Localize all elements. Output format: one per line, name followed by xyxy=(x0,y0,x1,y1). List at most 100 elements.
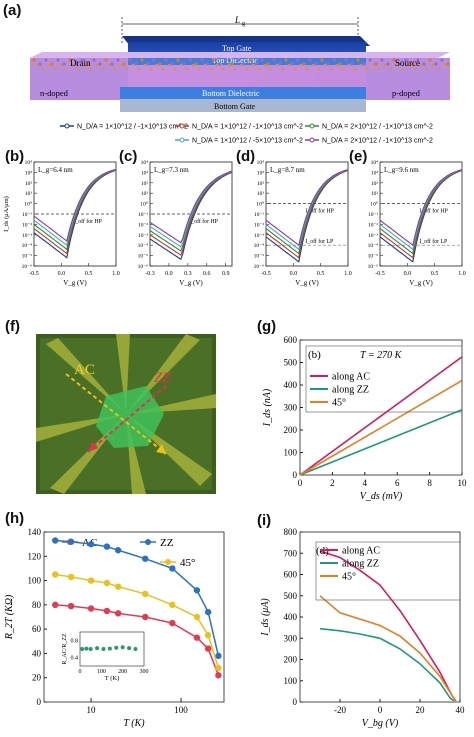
atom xyxy=(233,67,237,71)
drain-label: Drain xyxy=(70,58,91,68)
atom xyxy=(269,67,273,71)
atom xyxy=(131,63,135,67)
atom xyxy=(425,67,429,71)
atom xyxy=(338,62,342,66)
atom xyxy=(293,67,297,71)
series-point xyxy=(103,579,111,587)
atom xyxy=(146,62,150,66)
atom xyxy=(278,62,282,66)
atom xyxy=(254,62,258,66)
atom xyxy=(419,63,423,67)
atom xyxy=(206,62,210,66)
y-tick-label: 10⁰ xyxy=(370,201,379,208)
atom xyxy=(341,67,345,71)
atom xyxy=(311,63,315,67)
atom xyxy=(221,67,225,71)
atom xyxy=(92,58,96,62)
atom xyxy=(368,58,372,62)
atom xyxy=(365,67,369,71)
legend-a: N_D/A = 1×10^12 / -1×10^13 cm^-2 N_D/A = … xyxy=(60,123,433,145)
x-tick-label: 0 xyxy=(378,705,383,715)
atom xyxy=(410,62,414,66)
inset-x-tick-label: 0 xyxy=(79,669,82,675)
series-point xyxy=(193,613,201,621)
atom xyxy=(380,58,384,62)
series-point xyxy=(67,538,75,545)
y-tick-label: 10⁻¹ xyxy=(368,212,378,218)
ioff-lp-label: I_off for LP xyxy=(305,238,333,245)
atom xyxy=(182,62,186,66)
transfer-panel-c: L_g=7.3 nm 10⁻⁶ 10⁻⁵ 10⁻⁴ 10⁻³ 10⁻² 10⁻¹ 10⁰ 10¹… xyxy=(138,160,233,287)
atom xyxy=(203,63,207,67)
series-point xyxy=(87,540,95,548)
y-axis-label: I_ds (μA) xyxy=(260,598,271,637)
atom xyxy=(134,62,138,66)
x-axis-label: V_g (V) xyxy=(295,279,319,287)
series-line xyxy=(319,627,455,702)
temperature-label: T = 270 K xyxy=(360,350,403,361)
atom xyxy=(119,63,123,67)
legend-marker xyxy=(165,559,171,565)
atom xyxy=(440,58,444,62)
atom xyxy=(251,63,255,67)
x-axis-label: V_g (V) xyxy=(179,279,203,287)
y-tick-label: 300 xyxy=(284,403,298,413)
legend-label: 45° xyxy=(180,557,195,569)
atom xyxy=(164,58,168,62)
transfer-curve xyxy=(265,169,349,247)
x-axis-label: T (K) xyxy=(123,718,145,729)
x-tick-label: 6 xyxy=(395,478,400,488)
inset-x-tick-label: 100 xyxy=(97,669,106,675)
y-tick-label: 10⁴ xyxy=(25,160,33,166)
atom xyxy=(374,62,378,66)
panel-label-d: (d) xyxy=(236,148,256,165)
y-tick-label: 10⁻¹ xyxy=(22,212,32,218)
atom xyxy=(398,62,402,66)
gate-length-label: L_g=6.4 nm xyxy=(38,166,73,174)
atom xyxy=(197,67,201,71)
atom xyxy=(77,67,81,71)
atom xyxy=(101,67,105,71)
y-tick-label: 10⁻² xyxy=(138,222,148,228)
ac-arrow xyxy=(65,373,167,455)
y-tick-label: 140 xyxy=(28,527,42,537)
atom xyxy=(296,58,300,62)
atom xyxy=(113,67,117,71)
series-point xyxy=(114,610,122,617)
transfer-curve xyxy=(149,171,233,256)
bottom-gate-label: Bottom Gate xyxy=(214,102,256,111)
legend-marker xyxy=(179,123,185,129)
transfer-curve xyxy=(149,170,233,244)
series-point xyxy=(204,645,212,652)
inset-point xyxy=(95,646,100,651)
x-tick-label: 4 xyxy=(363,478,368,488)
atom xyxy=(53,67,57,71)
legend-label: along ZZ xyxy=(332,385,369,396)
y-tick-label: 10⁻³ xyxy=(22,233,32,239)
y-tick-label: 10⁻⁶ xyxy=(22,264,32,270)
atom xyxy=(350,62,354,66)
panel-label-c: (c) xyxy=(119,148,138,165)
inset-point xyxy=(101,647,106,651)
atom xyxy=(431,63,435,67)
y-tick-label: 10⁻³ xyxy=(368,233,378,239)
y-tick-label: 10⁻⁶ xyxy=(254,264,264,270)
y-tick-label: 400 xyxy=(284,380,298,390)
device-photo: AC ZZ xyxy=(36,334,216,494)
atom xyxy=(74,62,78,66)
atom xyxy=(212,58,216,62)
transfer-curve xyxy=(149,170,233,248)
legend-label: 45° xyxy=(332,398,346,409)
y-tick-label: 20 xyxy=(32,673,42,683)
y-tick-label: 10⁰ xyxy=(24,201,33,208)
atom xyxy=(173,67,177,71)
panel-label-h: (h) xyxy=(5,510,25,527)
legend-box xyxy=(315,541,461,601)
atom xyxy=(401,67,405,71)
y-tick-label: 10⁻⁵ xyxy=(368,254,378,260)
series-point xyxy=(193,634,201,641)
atom xyxy=(38,62,42,66)
gate-length-label: L_g=7.3 nm xyxy=(154,166,189,174)
y-tick-label: 0 xyxy=(293,470,298,480)
atom xyxy=(392,58,396,62)
